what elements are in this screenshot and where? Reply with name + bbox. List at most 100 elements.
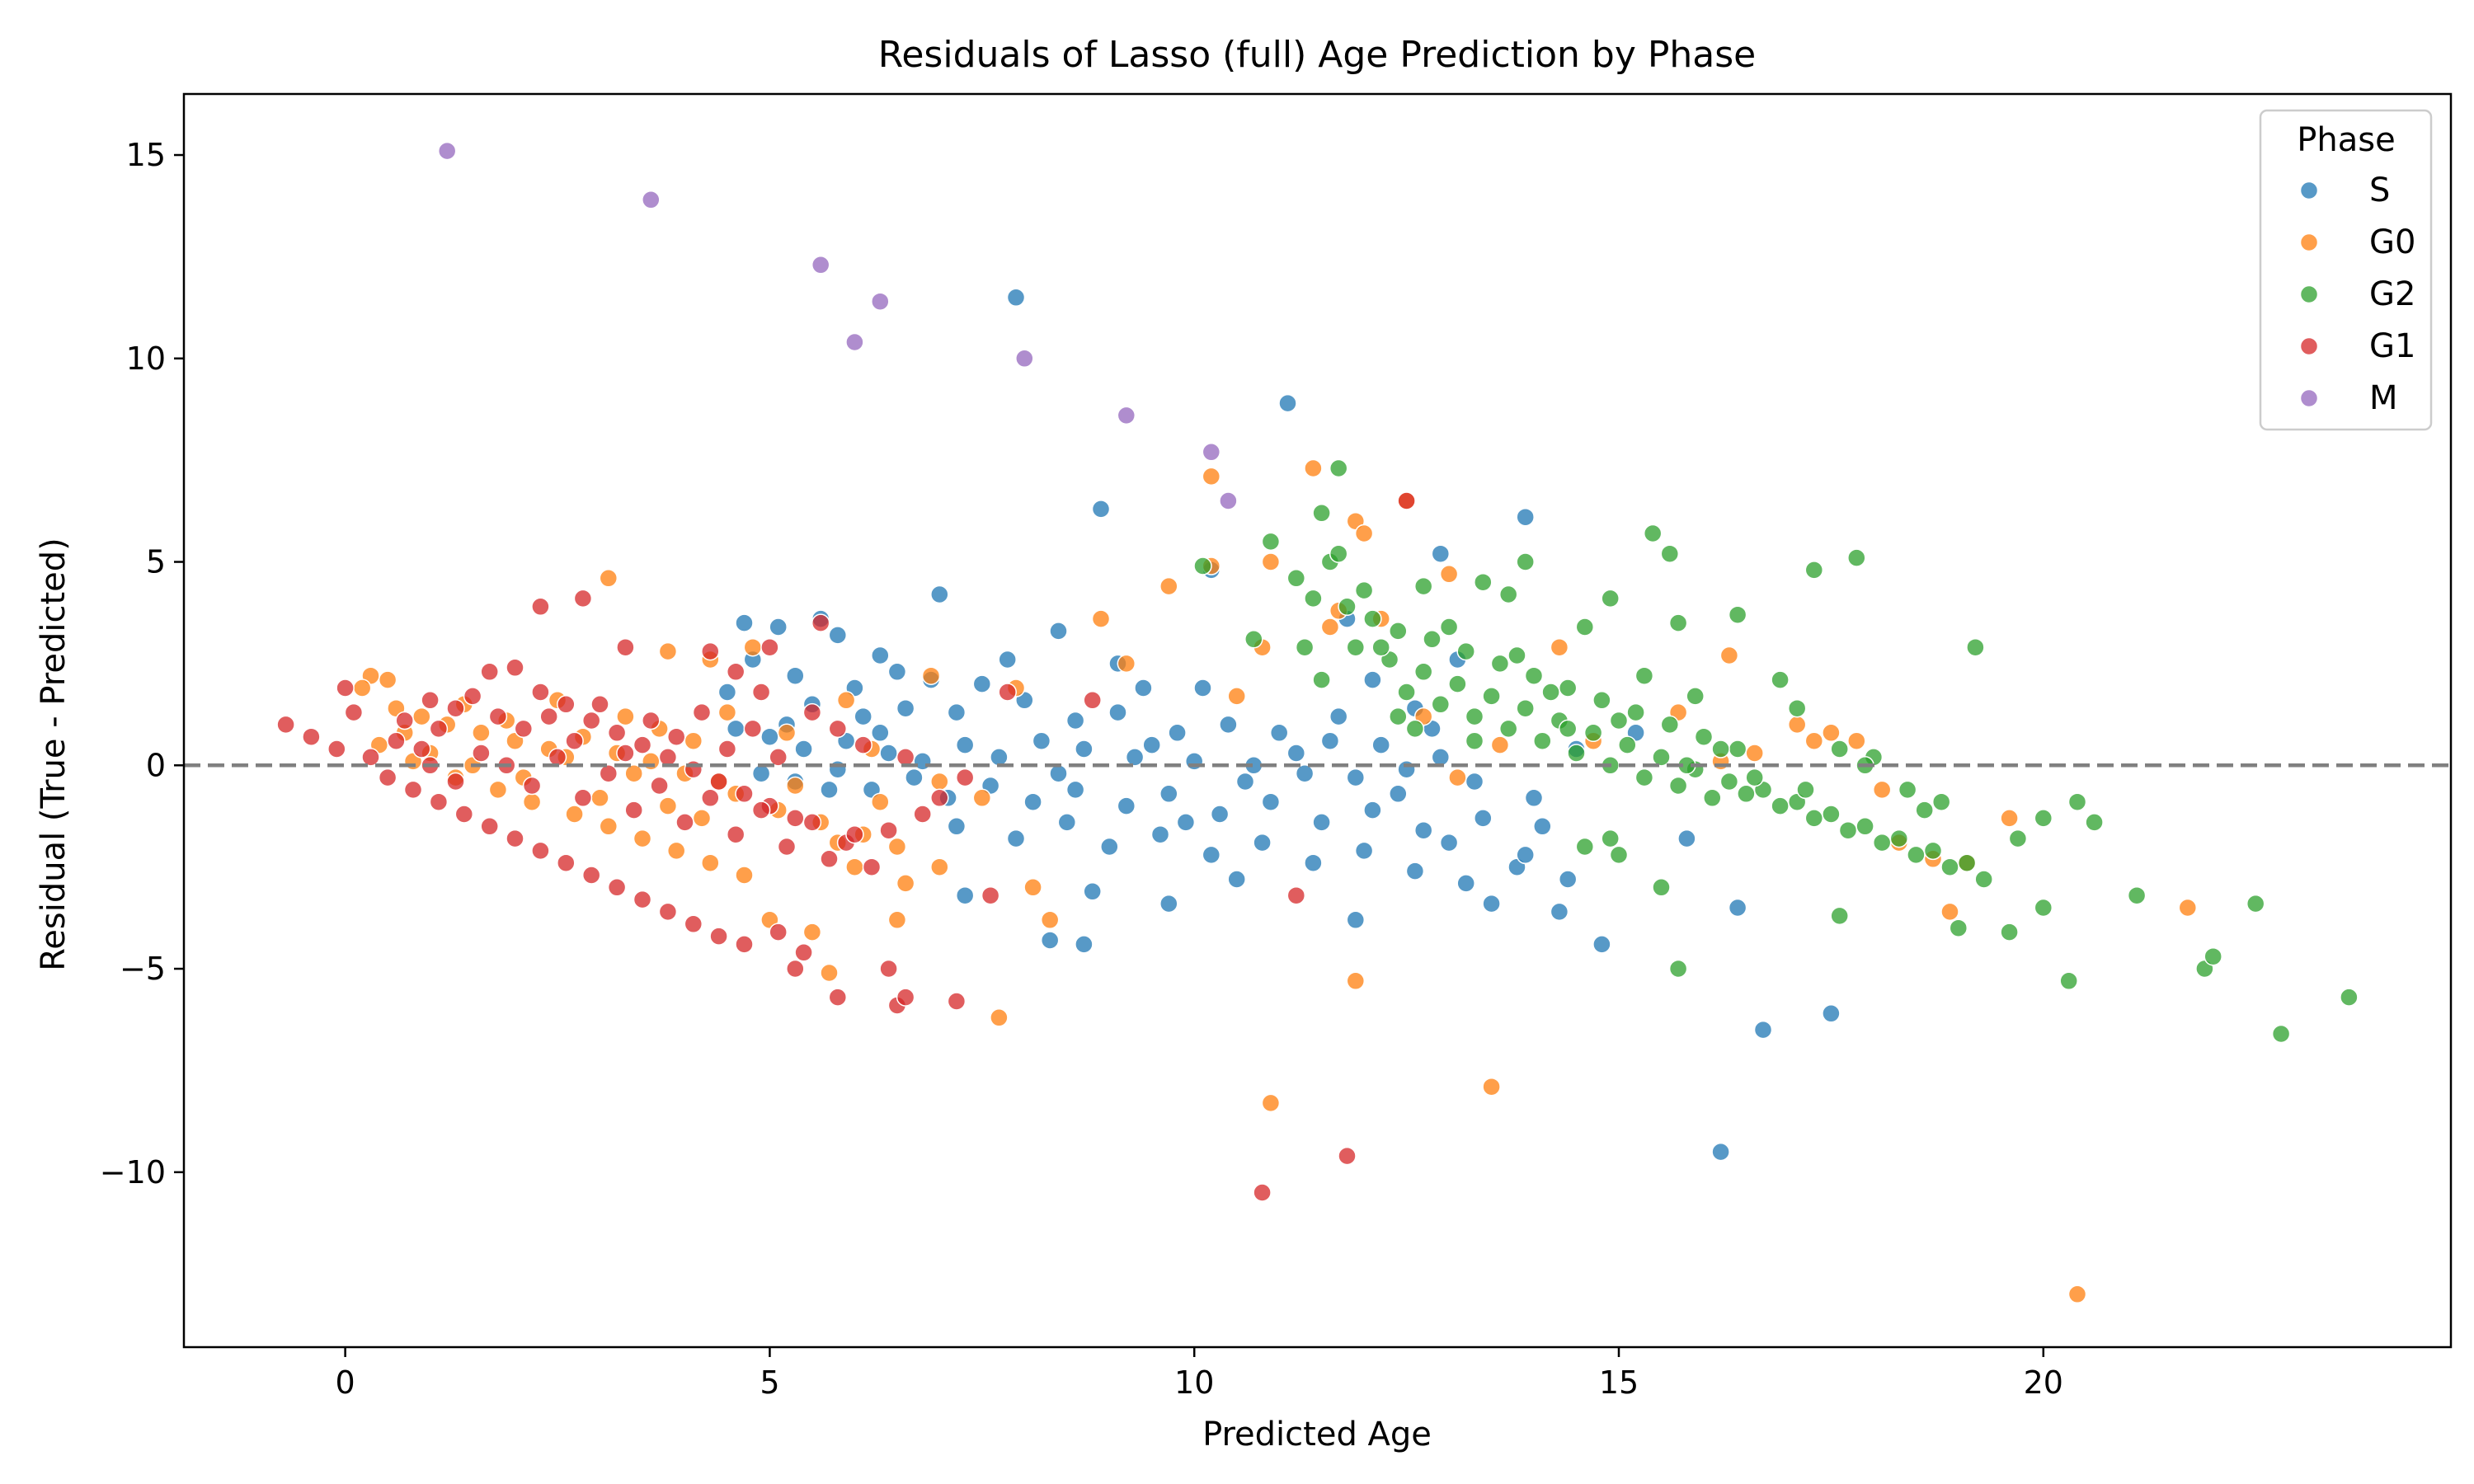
data-point	[1728, 898, 1747, 918]
data-point	[403, 780, 423, 800]
data-point	[1040, 910, 1060, 930]
data-point	[1889, 829, 1909, 848]
data-point	[854, 707, 872, 726]
data-point	[488, 707, 508, 726]
data-point	[930, 585, 949, 604]
data-point	[2178, 898, 2198, 918]
data-point	[896, 988, 915, 1007]
data-point	[539, 707, 558, 726]
data-point	[1822, 805, 1841, 824]
data-point	[565, 805, 584, 824]
legend-item-g2: G2	[2299, 275, 2415, 313]
data-point	[1168, 723, 1187, 743]
data-point	[1550, 902, 1569, 922]
data-point	[1202, 845, 1221, 865]
data-point	[726, 824, 745, 844]
data-point	[802, 923, 822, 942]
data-point	[1363, 670, 1382, 689]
data-point	[437, 141, 457, 161]
data-point	[1974, 870, 1993, 889]
data-point	[1184, 752, 1204, 771]
legend-marker	[2299, 336, 2319, 356]
data-point	[751, 683, 771, 702]
data-point	[1872, 833, 1892, 852]
data-point	[1117, 406, 1136, 425]
data-point	[769, 618, 788, 636]
legend-item-m: M	[2299, 379, 2398, 417]
data-point	[1312, 670, 1331, 689]
data-point	[1431, 544, 1451, 563]
data-point	[1448, 768, 1467, 787]
data-point	[1558, 719, 1578, 739]
data-point	[1057, 813, 1077, 832]
data-point	[1320, 731, 1340, 750]
data-point	[735, 935, 754, 954]
y-tick-label: 10	[126, 340, 166, 377]
data-point	[1439, 618, 1459, 636]
data-point	[2000, 923, 2019, 942]
data-point	[990, 748, 1009, 767]
data-point	[1660, 544, 1680, 563]
data-point	[1083, 882, 1102, 901]
data-point	[666, 841, 686, 861]
data-point	[1482, 1077, 1501, 1097]
data-point	[751, 801, 771, 819]
data-point	[395, 711, 414, 730]
data-point	[947, 817, 967, 836]
data-point	[1737, 784, 1756, 804]
data-point	[1269, 723, 1289, 743]
data-point	[1219, 715, 1238, 735]
data-point	[1634, 768, 1654, 787]
data-point	[1482, 894, 1501, 913]
data-point	[1413, 576, 1433, 596]
data-point	[2271, 1024, 2291, 1044]
data-point	[1703, 788, 1722, 808]
data-point	[1567, 744, 1586, 763]
data-point	[1558, 679, 1578, 697]
data-point	[344, 702, 364, 722]
data-point	[845, 332, 864, 352]
data-point	[1023, 792, 1042, 811]
data-point	[701, 641, 720, 661]
data-point	[769, 748, 788, 767]
data-point	[1915, 801, 1934, 819]
data-point	[488, 780, 508, 800]
data-point	[896, 748, 915, 767]
data-point	[1354, 580, 1374, 600]
data-point	[854, 735, 872, 754]
data-point	[1583, 723, 1603, 743]
data-point	[998, 683, 1017, 702]
data-point	[726, 719, 745, 739]
data-point	[658, 748, 678, 767]
data-point	[1719, 772, 1739, 791]
data-point	[1253, 833, 1272, 852]
data-point	[836, 691, 856, 710]
data-point	[913, 752, 932, 771]
data-point	[1949, 918, 1968, 937]
data-point	[955, 735, 975, 754]
data-point	[717, 740, 737, 758]
plot-area-frame	[182, 92, 2453, 1349]
legend-marker	[2299, 181, 2319, 200]
data-point	[1516, 552, 1535, 571]
data-point	[684, 914, 703, 934]
data-point	[1490, 654, 1510, 674]
data-point	[1796, 780, 1815, 800]
data-point	[2034, 809, 2053, 828]
data-point	[658, 796, 678, 815]
data-point	[828, 759, 848, 779]
data-point	[1040, 931, 1060, 950]
series-g1	[276, 491, 1416, 1202]
data-point	[1940, 902, 1959, 922]
data-point	[1193, 556, 1212, 575]
data-point	[1787, 698, 1807, 718]
data-point	[735, 866, 754, 885]
data-point	[1907, 845, 1926, 865]
data-point	[599, 817, 618, 836]
chart-title: Residuals of Lasso (full) Age Prediction…	[878, 34, 1757, 76]
data-point	[1329, 707, 1348, 726]
data-point	[2204, 946, 2222, 966]
data-point	[802, 813, 822, 832]
data-point	[1533, 731, 1552, 750]
